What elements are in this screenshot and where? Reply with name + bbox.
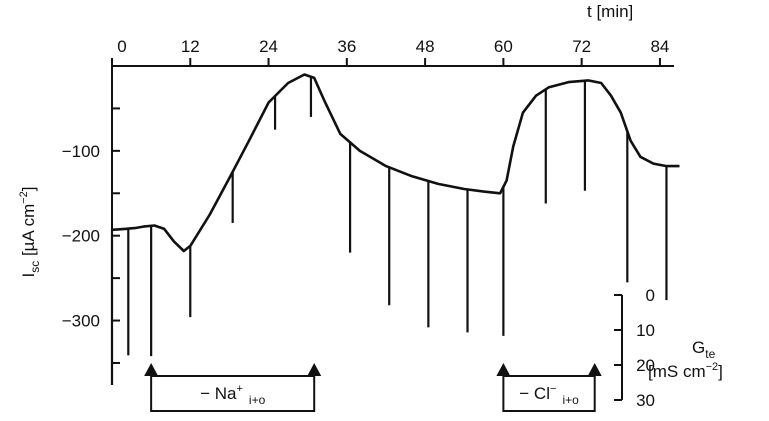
y-axis-label: Isc [µA cm−2]: [18, 186, 42, 277]
y-axis-label-sub: sc: [28, 261, 42, 273]
x-axis: 0 12 24 36 48 60 72 84 t [min]: [111, 2, 674, 67]
x-tick-label: 48: [416, 37, 435, 56]
y-axis-label-main: I: [19, 273, 38, 278]
y-tick-label: −300: [62, 312, 100, 331]
g-axis-label-unit: [mS cm: [648, 362, 706, 381]
x-tick-label: 12: [181, 37, 200, 56]
y-tick-label: −200: [62, 227, 100, 246]
conductance-axis: 0 10 20 30 Gte [mS cm−2]: [614, 286, 723, 410]
g-tick-label: 30: [636, 391, 655, 410]
annotation-cl: − Cl−i+o: [496, 363, 602, 412]
y-axis-label-unit: [µA cm: [19, 204, 38, 261]
g-tick-label: 10: [636, 321, 655, 340]
na-label-sup: +: [236, 383, 242, 395]
cl-box: [502, 375, 596, 412]
g-axis-label-line2: [mS cm−2]: [648, 361, 723, 381]
x-tick-label: 72: [572, 37, 591, 56]
x-ticks: 0 12 24 36 48 60 72 84: [111, 37, 669, 66]
g-axis-label-sup: −2: [706, 361, 719, 373]
g-axis-label-sub: te: [705, 347, 715, 361]
x-axis-label: t [min]: [587, 2, 633, 21]
annotation-na: − Na+ i+o: [144, 363, 322, 412]
x-tick-label: 84: [650, 37, 669, 56]
na-arrow-left: [144, 363, 159, 376]
cl-label: − Cl−i+o: [519, 383, 579, 407]
cl-arrow-left: [496, 363, 511, 376]
g-tick-label: 0: [646, 286, 655, 305]
y-axis-label-sup: −2: [18, 191, 30, 204]
x-tick-label: 60: [494, 37, 513, 56]
na-label-main: − Na: [200, 384, 237, 403]
x-tick-label: 24: [259, 37, 278, 56]
g-tick-label: 20: [636, 356, 655, 375]
cl-label-main: − Cl: [519, 384, 550, 403]
deflection-lines: [110, 76, 668, 386]
cl-label-sup: −: [550, 383, 556, 395]
na-label: − Na+ i+o: [200, 383, 266, 407]
g-axis-label: Gte: [692, 338, 716, 361]
cl-label-sub: i+o: [562, 393, 579, 407]
na-arrow-right: [307, 363, 322, 376]
g-ticks: 0 10 20 30: [614, 286, 655, 410]
y-ticks: −100 −200 −300: [62, 107, 120, 364]
y-axis: −100 −200 −300 Isc [µA cm−2]: [18, 66, 120, 380]
g-axis-label-close: ]: [718, 362, 723, 381]
y-tick-label: −100: [62, 142, 100, 161]
na-label-sub: i+o: [249, 393, 266, 407]
na-box: [150, 375, 316, 412]
g-axis-label-main: G: [692, 338, 705, 357]
x-tick-label: 0: [117, 37, 126, 56]
x-tick-label: 36: [337, 37, 356, 56]
series-line: [111, 73, 680, 253]
cl-arrow-right: [587, 363, 602, 376]
y-axis-label-close: ]: [19, 186, 38, 191]
